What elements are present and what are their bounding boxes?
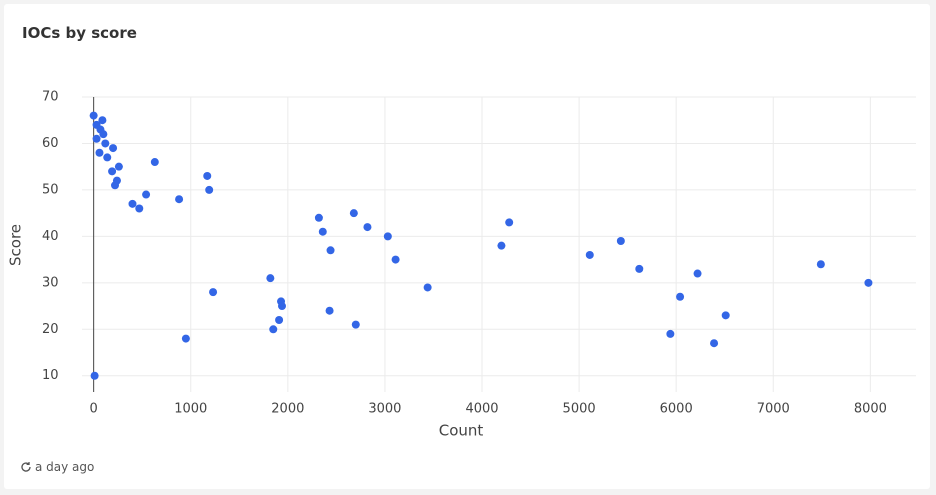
point bbox=[497, 241, 506, 250]
point bbox=[98, 116, 107, 125]
y-tick-label: 20 bbox=[42, 322, 59, 337]
x-tick-label: 5000 bbox=[563, 402, 596, 417]
point bbox=[203, 171, 212, 180]
point bbox=[109, 144, 118, 153]
point bbox=[391, 255, 400, 264]
point bbox=[111, 181, 120, 190]
point bbox=[150, 158, 159, 167]
point bbox=[142, 190, 151, 199]
x-axis-title: Count bbox=[439, 422, 484, 440]
point bbox=[209, 288, 218, 297]
point bbox=[269, 325, 278, 334]
y-tick-label: 30 bbox=[42, 275, 59, 290]
x-tick-label: 8000 bbox=[854, 402, 887, 417]
footer: a day ago bbox=[20, 460, 94, 474]
point bbox=[205, 185, 214, 194]
point bbox=[266, 274, 275, 283]
point bbox=[423, 283, 432, 292]
point bbox=[326, 246, 335, 255]
point bbox=[90, 371, 99, 380]
point bbox=[351, 320, 360, 329]
card: IOCs by score a day ago bbox=[4, 4, 930, 489]
point bbox=[635, 264, 644, 273]
y-tick-label: 50 bbox=[42, 182, 59, 197]
y-tick-label: 60 bbox=[42, 136, 59, 151]
x-tick-label: 6000 bbox=[660, 402, 693, 417]
x-tick-label: 4000 bbox=[465, 402, 498, 417]
point bbox=[114, 162, 123, 171]
point bbox=[325, 306, 334, 315]
point bbox=[278, 302, 287, 311]
point bbox=[363, 223, 372, 232]
point bbox=[99, 130, 108, 139]
chart-title: IOCs by score bbox=[22, 24, 137, 42]
point bbox=[181, 334, 190, 343]
point bbox=[89, 111, 98, 120]
point bbox=[864, 278, 873, 287]
point bbox=[95, 148, 104, 157]
point bbox=[693, 269, 702, 278]
point bbox=[275, 315, 284, 324]
y-tick-label: 40 bbox=[42, 229, 59, 244]
x-tick-label: 3000 bbox=[368, 402, 401, 417]
y-axis-title: Score bbox=[7, 224, 25, 266]
x-tick-label: 2000 bbox=[271, 402, 304, 417]
point bbox=[383, 232, 392, 241]
footer-text: a day ago bbox=[35, 460, 95, 474]
point bbox=[175, 195, 184, 204]
point bbox=[92, 134, 101, 143]
point bbox=[318, 227, 327, 236]
x-tick-label: 1000 bbox=[174, 402, 207, 417]
point bbox=[349, 209, 358, 218]
point bbox=[585, 250, 594, 259]
refresh-icon bbox=[21, 462, 31, 472]
point bbox=[666, 329, 675, 338]
point bbox=[505, 218, 514, 227]
point bbox=[616, 237, 625, 246]
point bbox=[103, 153, 112, 162]
point bbox=[676, 292, 685, 301]
point bbox=[721, 311, 730, 320]
y-tick-label: 70 bbox=[42, 90, 59, 105]
y-tick-label: 10 bbox=[42, 368, 59, 383]
point bbox=[816, 260, 825, 269]
x-tick-label: 0 bbox=[90, 402, 98, 417]
point bbox=[710, 339, 719, 348]
point bbox=[101, 139, 110, 148]
point bbox=[135, 204, 144, 213]
point bbox=[314, 213, 323, 222]
point bbox=[128, 199, 137, 208]
x-tick-label: 7000 bbox=[757, 402, 790, 417]
point bbox=[108, 167, 117, 176]
